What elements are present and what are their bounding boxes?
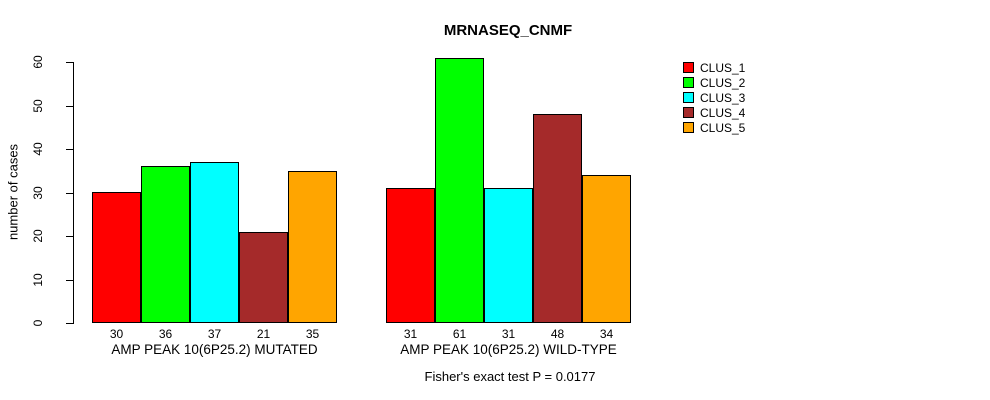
legend-label: CLUS_1 <box>700 60 746 75</box>
legend-item: CLUS_4 <box>683 105 745 120</box>
group-label: AMP PEAK 10(6P25.2) MUTATED <box>111 342 318 357</box>
legend-swatch <box>683 92 694 103</box>
bar-clus_5-group1 <box>288 171 337 323</box>
legend-label: CLUS_2 <box>700 75 746 90</box>
legend-swatch <box>683 107 694 118</box>
legend-item: CLUS_5 <box>683 120 745 135</box>
y-tick-mark <box>66 279 73 281</box>
legend-item: CLUS_2 <box>683 75 745 90</box>
bar-clus_4-group1 <box>239 232 288 323</box>
y-axis-line <box>73 62 74 324</box>
bar-clus_3-group2 <box>484 188 533 323</box>
y-tick-label: 40 <box>31 142 45 156</box>
bar-value-label: 21 <box>256 327 271 341</box>
y-tick-label: 60 <box>31 55 45 69</box>
bar-clus_5-group2 <box>582 175 631 323</box>
y-tick-mark <box>66 323 73 324</box>
y-tick-label: 10 <box>31 272 45 287</box>
bar-clus_3-group1 <box>190 162 239 323</box>
bar-value-label: 34 <box>599 327 614 341</box>
y-tick-mark <box>66 105 73 107</box>
bar-value-label: 30 <box>109 327 124 341</box>
bar-clus_2-group2 <box>435 58 484 323</box>
bar-value-label: 31 <box>403 327 418 341</box>
legend-swatch <box>683 122 694 133</box>
bar-clus_2-group1 <box>141 166 190 323</box>
y-tick-label: 0 <box>31 319 45 327</box>
y-tick-mark <box>66 192 73 194</box>
bar-clus_1-group2 <box>386 188 435 323</box>
legend-item: CLUS_1 <box>683 60 745 75</box>
legend-label: CLUS_5 <box>700 120 746 135</box>
y-axis-title: number of cases <box>5 143 21 241</box>
y-tick-mark <box>66 236 73 237</box>
legend-swatch <box>683 62 694 73</box>
bar-value-label: 61 <box>452 327 467 341</box>
legend-label: CLUS_3 <box>700 90 746 105</box>
fisher-test-annotation: Fisher's exact test P = 0.0177 <box>424 369 596 384</box>
bar-clus_4-group2 <box>533 114 582 323</box>
bar-clus_1-group1 <box>92 192 141 323</box>
legend-item: CLUS_3 <box>683 90 745 105</box>
chart-title: MRNASEQ_CNMF <box>443 22 573 39</box>
legend-label: CLUS_4 <box>700 105 746 120</box>
bar-value-label: 36 <box>158 327 173 341</box>
y-tick-label: 30 <box>31 185 45 200</box>
legend: CLUS_1 CLUS_2 CLUS_3 CLUS_4 CLUS_5 <box>683 60 745 135</box>
bar-value-label: 35 <box>305 327 320 341</box>
y-tick-mark <box>66 62 73 63</box>
y-tick-mark <box>66 149 73 150</box>
bar-value-label: 37 <box>207 327 222 341</box>
y-tick-label: 20 <box>31 229 45 243</box>
y-tick-label: 50 <box>31 98 45 113</box>
legend-swatch <box>683 77 694 88</box>
bar-value-label: 48 <box>550 327 565 341</box>
group-label: AMP PEAK 10(6P25.2) WILD-TYPE <box>400 342 617 357</box>
bar-value-label: 31 <box>501 327 516 341</box>
